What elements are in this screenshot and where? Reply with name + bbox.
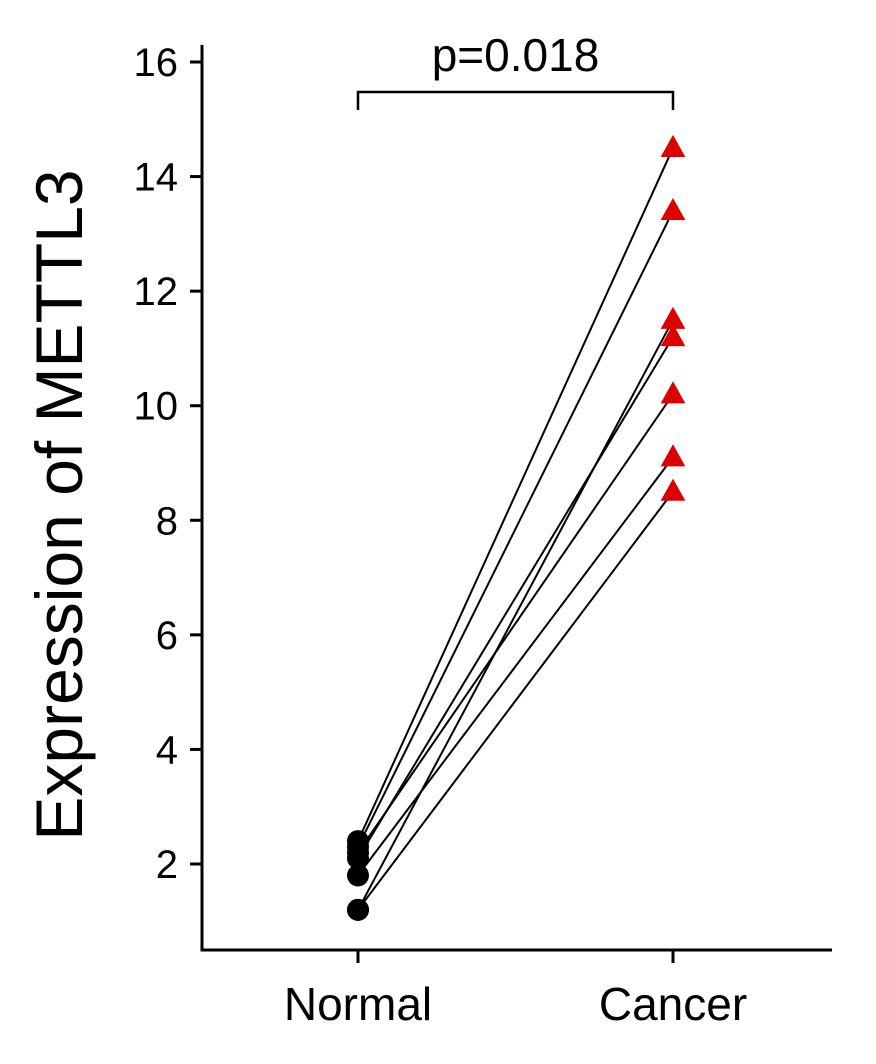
- y-axis-label: Expression of METTL3: [22, 169, 96, 840]
- cancer-point: [660, 444, 686, 467]
- y-axis-label-group: Expression of METTL3: [22, 169, 96, 840]
- pair-line: [357, 210, 674, 848]
- y-tick-label: 12: [134, 270, 179, 314]
- cancer-point: [660, 381, 686, 404]
- y-ticks: 2 4 6 8 10 12 14 16: [134, 41, 202, 887]
- x-ticks: Normal Cancer: [284, 950, 747, 1030]
- cancer-point: [660, 134, 686, 158]
- pair-lines: [357, 147, 674, 911]
- y-tick-label: 8: [156, 499, 178, 543]
- significance-bracket: [356, 90, 675, 110]
- significance-annotation: p=0.018: [356, 29, 675, 110]
- y-tick-label: 4: [156, 728, 178, 772]
- pair-line: [357, 491, 674, 911]
- pair-line: [357, 456, 674, 877]
- p-value-label: p=0.018: [432, 29, 600, 81]
- cancer-point: [660, 197, 686, 221]
- x-tick-label-cancer: Cancer: [599, 978, 747, 1030]
- pair-line: [357, 147, 674, 842]
- y-tick-label: 16: [134, 41, 179, 85]
- markers: [347, 134, 686, 921]
- y-tick-label: 2: [156, 843, 178, 887]
- pair-line: [357, 319, 674, 911]
- y-tick-label: 6: [156, 614, 178, 658]
- axes: [200, 44, 832, 952]
- cancer-point: [660, 323, 686, 347]
- y-tick-label: 14: [134, 156, 179, 200]
- x-tick-label-normal: Normal: [284, 978, 432, 1030]
- normal-point: [347, 898, 369, 921]
- normal-point: [347, 864, 369, 887]
- pair-line: [357, 393, 674, 854]
- y-tick-label: 10: [134, 385, 179, 429]
- normal-point: [347, 841, 369, 864]
- cancer-point: [660, 306, 686, 329]
- cancer-point: [660, 478, 686, 501]
- pair-line: [357, 336, 674, 859]
